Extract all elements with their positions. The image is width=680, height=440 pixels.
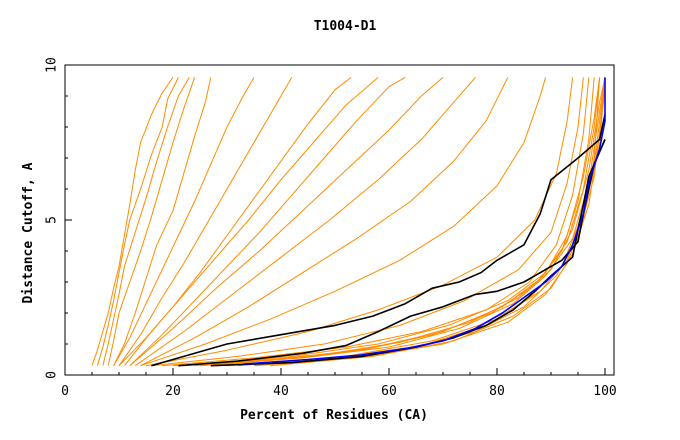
orange-series-line-16 (162, 77, 590, 367)
orange-series-line-25 (253, 77, 601, 367)
x-axis-ticks: 0 20 40 60 80 100 (61, 368, 617, 399)
orange-series-line-1 (96, 77, 179, 366)
orange-series-line-24 (237, 77, 606, 367)
orange-series-line-12 (140, 77, 509, 367)
orange-series-line-4 (113, 77, 212, 366)
orange-series-line-23 (226, 77, 606, 367)
orange-series-line-6 (118, 77, 293, 366)
chart-title: T1004-D1 (314, 19, 377, 34)
black-series-line-28 (178, 139, 606, 367)
orange-series-line-3 (107, 77, 196, 366)
x-tick-label-5: 100 (593, 384, 616, 399)
y-tick-label-2: 10 (45, 57, 60, 73)
orange-series-line-7 (118, 77, 352, 367)
orange-series-line-11 (134, 77, 476, 367)
x-tick-label-1: 20 (165, 384, 181, 399)
plot-frame (64, 64, 615, 376)
orange-series-line-19 (194, 77, 601, 367)
orange-series-line-17 (172, 77, 595, 367)
orange-series-line-5 (113, 77, 255, 366)
y-tick-label-1: 5 (45, 216, 60, 224)
black-series-line-27 (151, 114, 606, 367)
orange-series-line-20 (199, 77, 606, 367)
orange-series-line-21 (210, 77, 606, 367)
y-tick-label-0: 0 (45, 371, 60, 379)
black-series-line-29 (210, 139, 606, 367)
orange-series-line-26 (270, 77, 606, 367)
orange-series-line-2 (102, 77, 190, 366)
x-tick-label-0: 0 (61, 384, 69, 399)
orange-series-line-14 (145, 77, 574, 367)
orange-series-line-8 (124, 77, 379, 367)
x-tick-label-2: 40 (273, 384, 289, 399)
x-axis-label: Percent of Residues (CA) (240, 408, 428, 423)
orange-series-line-0 (91, 77, 174, 366)
orange-series-line-13 (140, 77, 547, 367)
orange-series-line-22 (216, 89, 606, 367)
y-axis-ticks: 0 5 10 (45, 57, 72, 379)
plot-lines (91, 76, 606, 367)
x-tick-label-3: 60 (381, 384, 397, 399)
orange-series-line-18 (183, 77, 601, 367)
orange-series-line-9 (129, 76, 406, 367)
y-axis-label: Distance Cutoff, A (21, 162, 36, 303)
orange-series-line-10 (129, 77, 444, 367)
orange-series-line-15 (151, 77, 584, 367)
x-tick-label-4: 80 (489, 384, 505, 399)
blue-series-line-30 (243, 77, 606, 365)
